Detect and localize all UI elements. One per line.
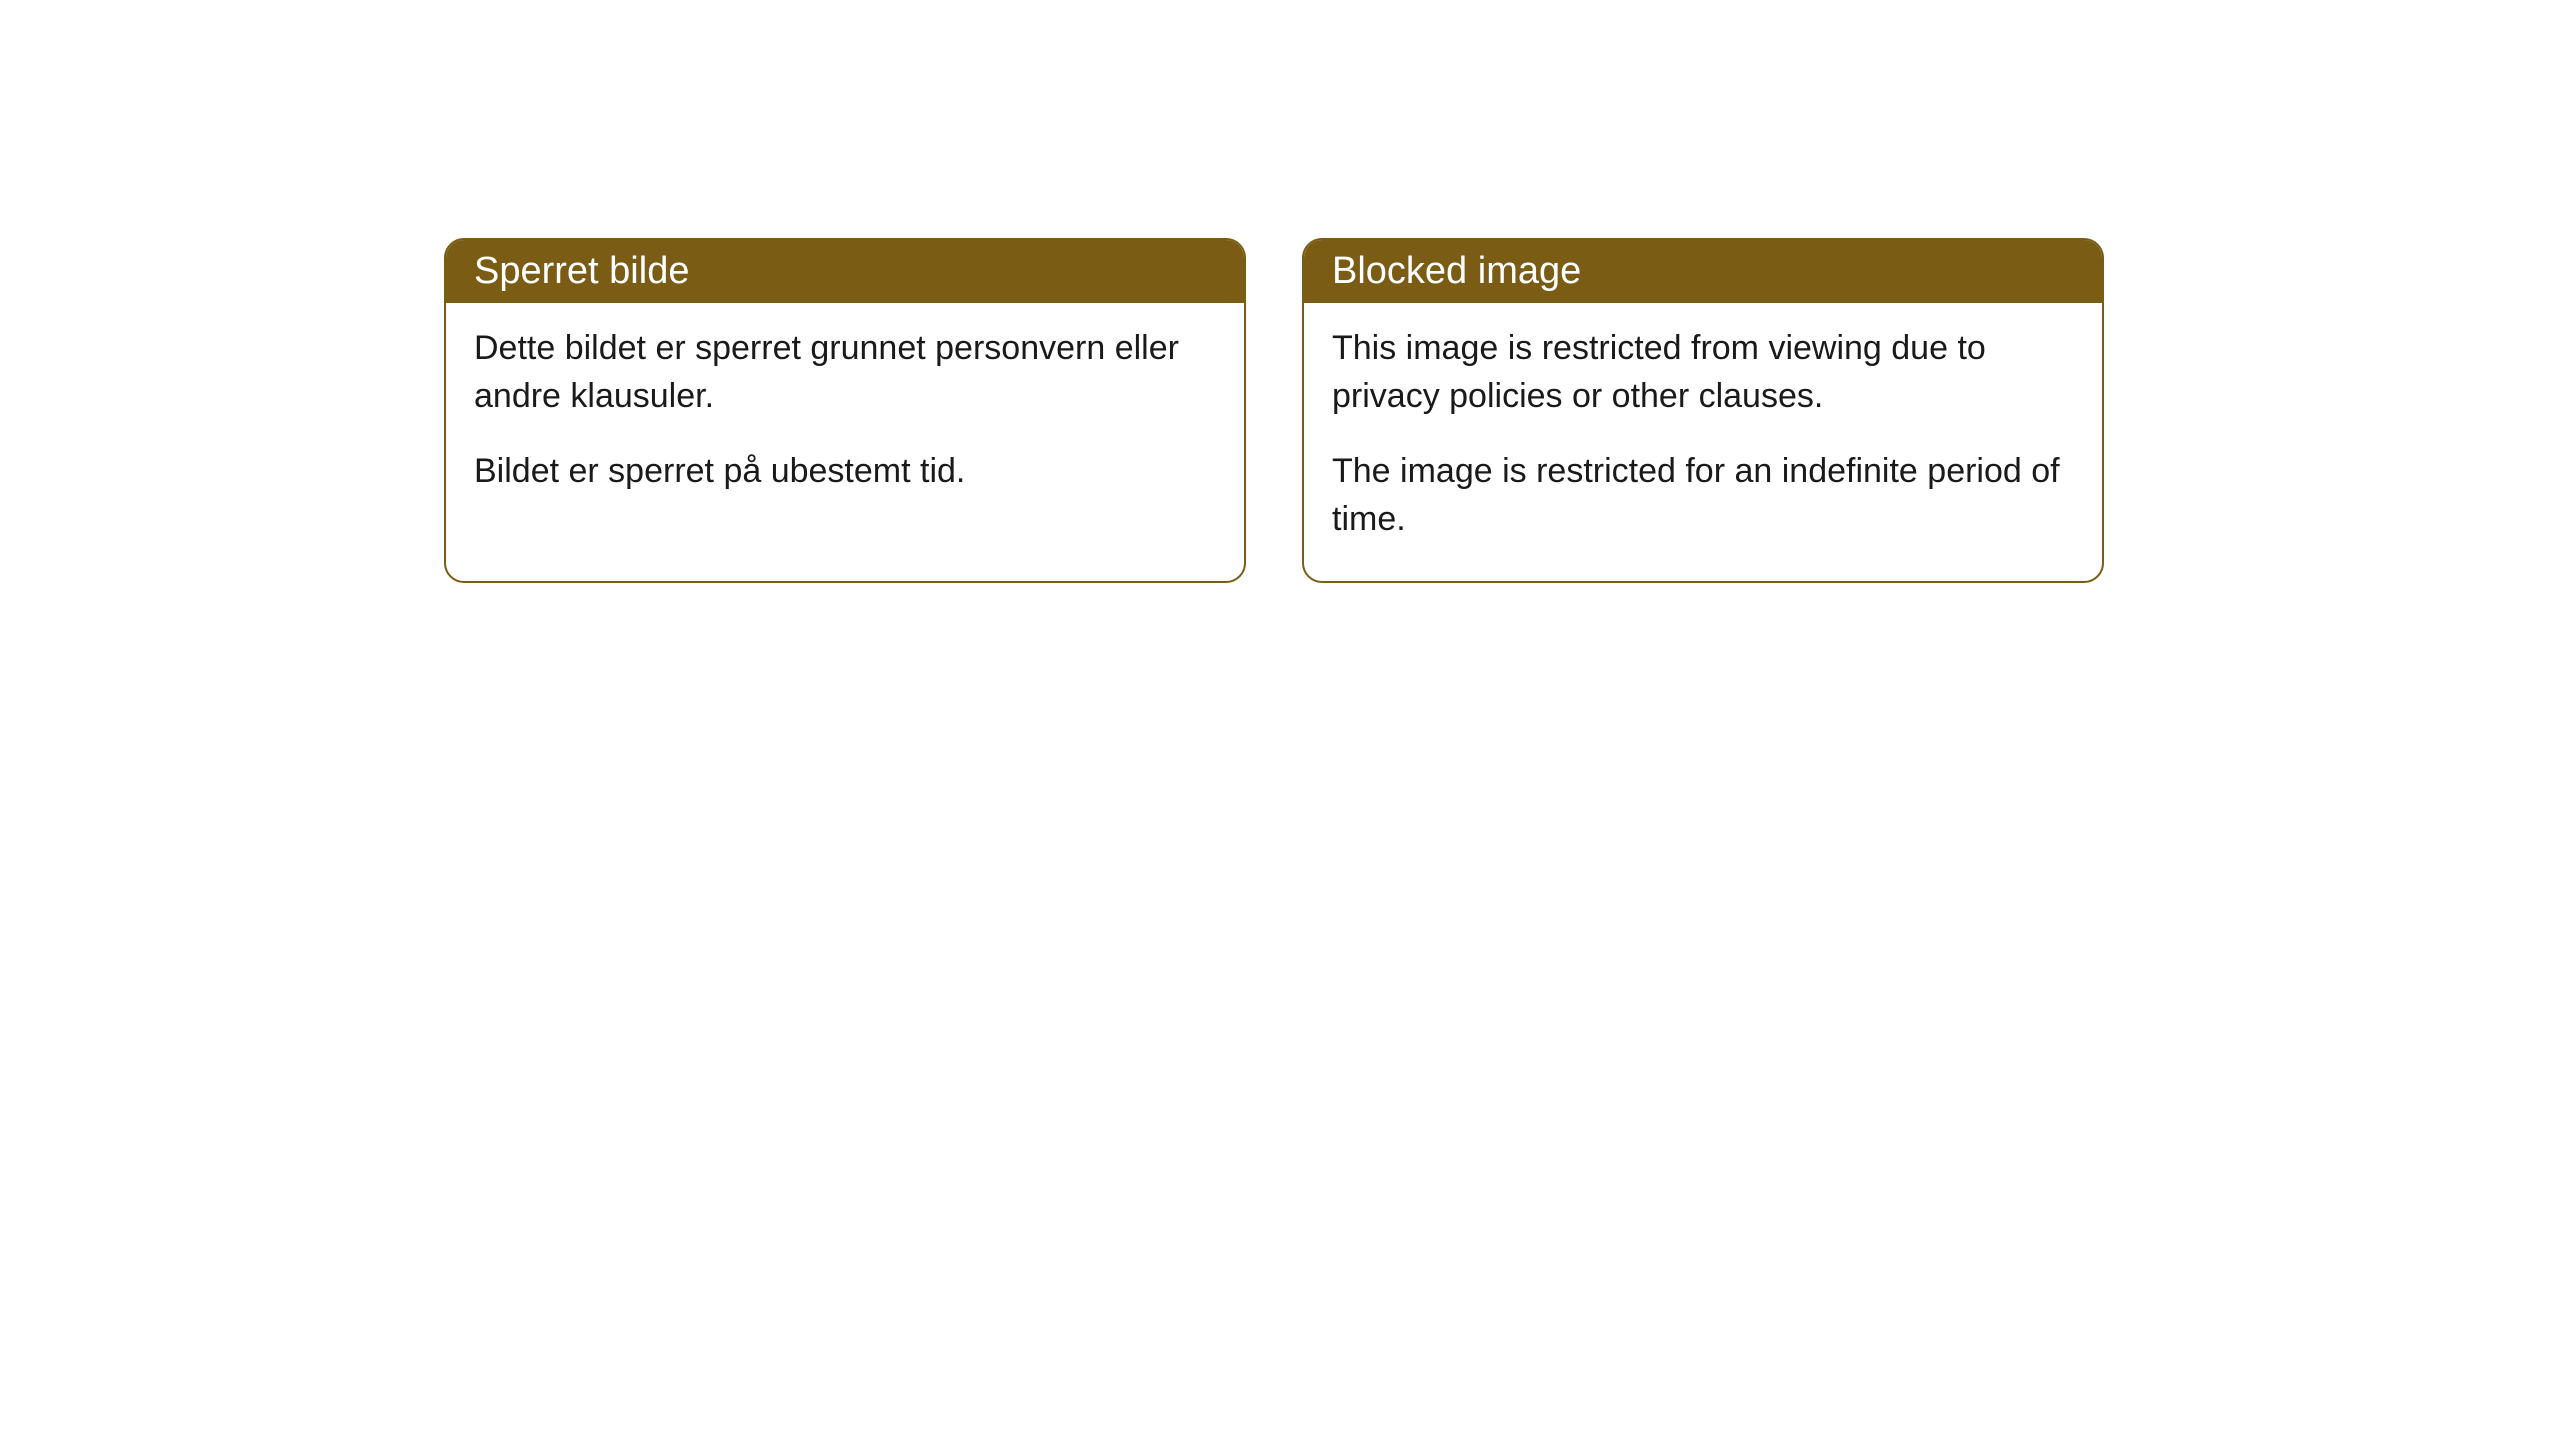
card-paragraph: This image is restricted from viewing du…: [1332, 325, 2074, 420]
card-body: This image is restricted from viewing du…: [1304, 303, 2102, 581]
card-body: Dette bildet er sperret grunnet personve…: [446, 303, 1244, 534]
card-paragraph: Bildet er sperret på ubestemt tid.: [474, 448, 1216, 496]
card-header: Blocked image: [1304, 240, 2102, 303]
notice-card-norwegian: Sperret bilde Dette bildet er sperret gr…: [444, 238, 1246, 583]
card-header: Sperret bilde: [446, 240, 1244, 303]
card-title: Blocked image: [1332, 250, 1581, 292]
notice-card-english: Blocked image This image is restricted f…: [1302, 238, 2104, 583]
card-paragraph: Dette bildet er sperret grunnet personve…: [474, 325, 1216, 420]
card-paragraph: The image is restricted for an indefinit…: [1332, 448, 2074, 543]
notice-card-container: Sperret bilde Dette bildet er sperret gr…: [444, 238, 2104, 583]
card-title: Sperret bilde: [474, 250, 689, 292]
